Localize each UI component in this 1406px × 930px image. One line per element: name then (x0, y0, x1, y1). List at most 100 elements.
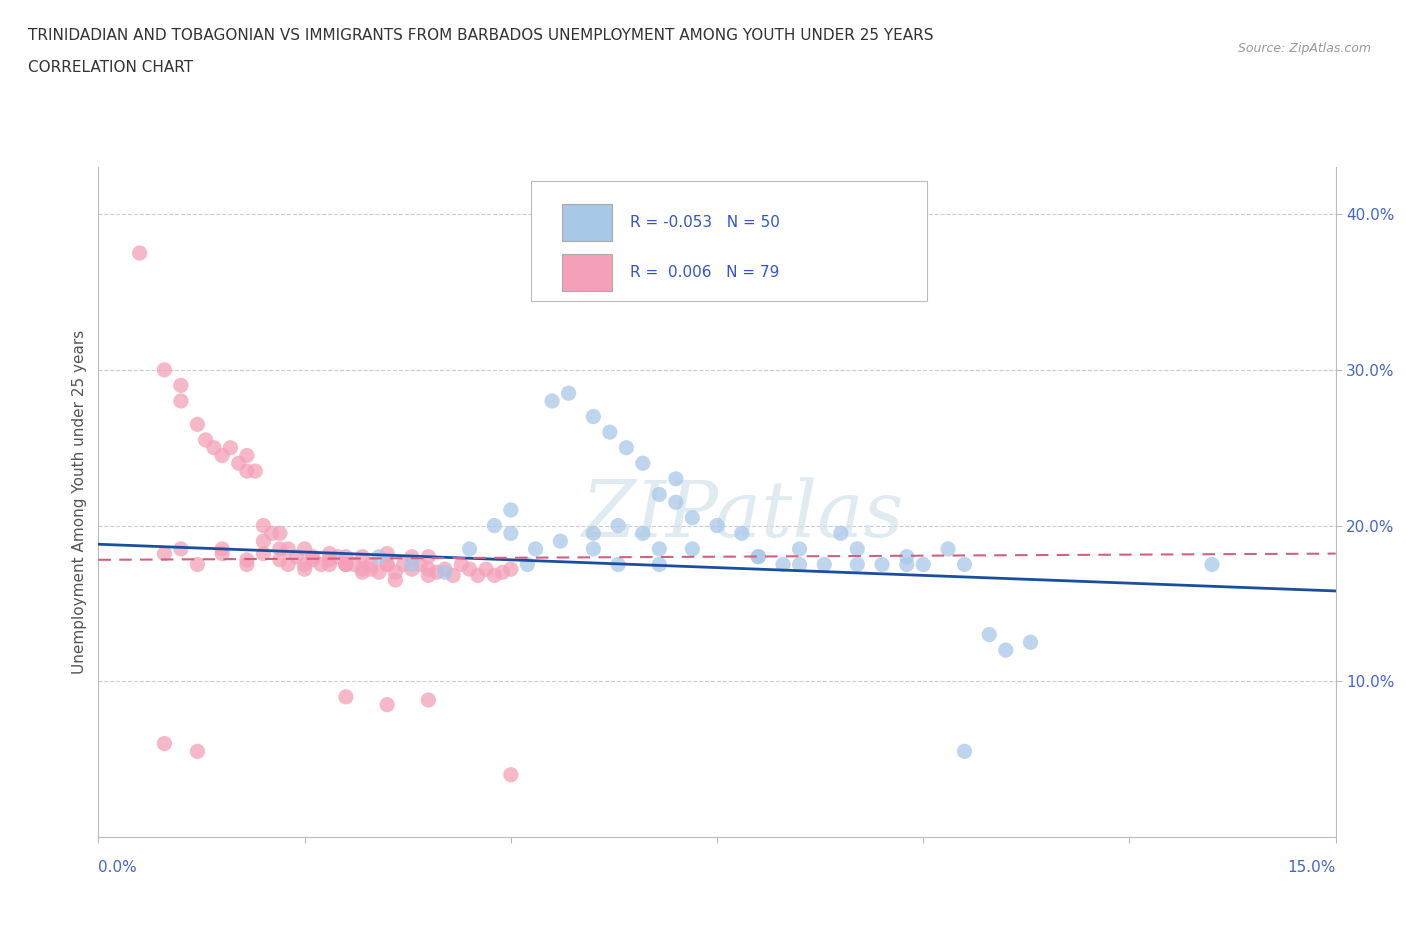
Point (467, 568, 489, 583)
Point (186, 744, 208, 759)
Point (277, 557, 299, 572)
Point (153, 363, 176, 378)
Point (318, 546, 340, 561)
FancyBboxPatch shape (562, 205, 612, 241)
Point (706, 518, 728, 533)
Point (830, 525, 852, 540)
Point (582, 525, 605, 540)
Text: TRINIDADIAN AND TOBAGONIAN VS IMMIGRANTS FROM BARBADOS UNEMPLOYMENT AMONG YOUTH : TRINIDADIAN AND TOBAGONIAN VS IMMIGRANTS… (28, 28, 934, 43)
Point (648, 557, 671, 572)
Point (450, 557, 472, 572)
Point (441, 568, 464, 583)
Point (294, 562, 316, 577)
Point (269, 525, 291, 540)
Point (318, 557, 340, 572)
Point (499, 525, 522, 540)
Text: R = -0.053   N = 50: R = -0.053 N = 50 (630, 215, 780, 230)
Point (219, 440, 242, 455)
Point (252, 546, 274, 561)
Point (433, 562, 456, 577)
Point (375, 557, 398, 572)
Point (401, 562, 423, 577)
Point (896, 550, 918, 565)
Point (599, 425, 621, 440)
Point (285, 550, 308, 565)
Point (557, 386, 579, 401)
Point (277, 541, 299, 556)
Point (186, 557, 208, 572)
Point (352, 565, 374, 579)
Point (335, 557, 357, 572)
Point (484, 518, 506, 533)
Point (631, 525, 654, 540)
Point (418, 693, 440, 708)
Point (401, 557, 423, 572)
Point (326, 550, 349, 565)
Point (302, 552, 325, 567)
Point (360, 557, 382, 572)
Point (953, 557, 976, 572)
Point (309, 557, 332, 572)
Text: 0.0%: 0.0% (98, 860, 138, 875)
Point (582, 541, 605, 556)
Point (665, 472, 688, 486)
Point (170, 541, 193, 556)
Point (375, 557, 398, 572)
Point (153, 546, 176, 561)
Point (953, 744, 976, 759)
Point (458, 541, 481, 556)
Point (426, 565, 449, 579)
Text: 15.0%: 15.0% (1288, 860, 1336, 875)
Point (731, 525, 754, 540)
Point (375, 546, 398, 561)
Point (367, 565, 389, 579)
Point (236, 464, 259, 479)
Text: Source: ZipAtlas.com: Source: ZipAtlas.com (1237, 42, 1371, 55)
Point (499, 562, 522, 577)
Point (153, 737, 176, 751)
Point (648, 487, 671, 502)
Point (211, 541, 233, 556)
Point (269, 552, 291, 567)
Point (401, 550, 423, 565)
Point (243, 464, 266, 479)
Point (343, 557, 366, 572)
Text: R =  0.006   N = 79: R = 0.006 N = 79 (630, 265, 780, 280)
Point (614, 440, 637, 455)
Point (870, 557, 893, 572)
Point (458, 562, 481, 577)
Point (648, 541, 671, 556)
Point (228, 456, 250, 471)
Point (747, 550, 769, 565)
Point (1019, 635, 1042, 650)
Point (491, 565, 513, 579)
Point (360, 562, 382, 577)
Point (979, 627, 1001, 642)
Point (302, 550, 325, 565)
Point (335, 689, 357, 704)
Point (994, 643, 1017, 658)
Point (384, 573, 406, 588)
Point (269, 541, 291, 556)
Point (665, 495, 688, 510)
Point (1201, 557, 1223, 572)
Point (475, 562, 498, 577)
Point (499, 502, 522, 517)
Point (392, 557, 415, 572)
Y-axis label: Unemployment Among Youth under 25 years: Unemployment Among Youth under 25 years (72, 330, 87, 674)
Point (681, 541, 703, 556)
Point (550, 534, 572, 549)
Point (418, 568, 440, 583)
Point (607, 518, 630, 533)
Point (252, 534, 274, 549)
Point (607, 557, 630, 572)
Point (352, 562, 374, 577)
Point (236, 448, 259, 463)
Point (524, 541, 547, 556)
Text: CORRELATION CHART: CORRELATION CHART (28, 60, 193, 75)
Point (294, 541, 316, 556)
Point (352, 550, 374, 565)
Point (912, 557, 935, 572)
Point (789, 541, 811, 556)
Point (294, 557, 316, 572)
